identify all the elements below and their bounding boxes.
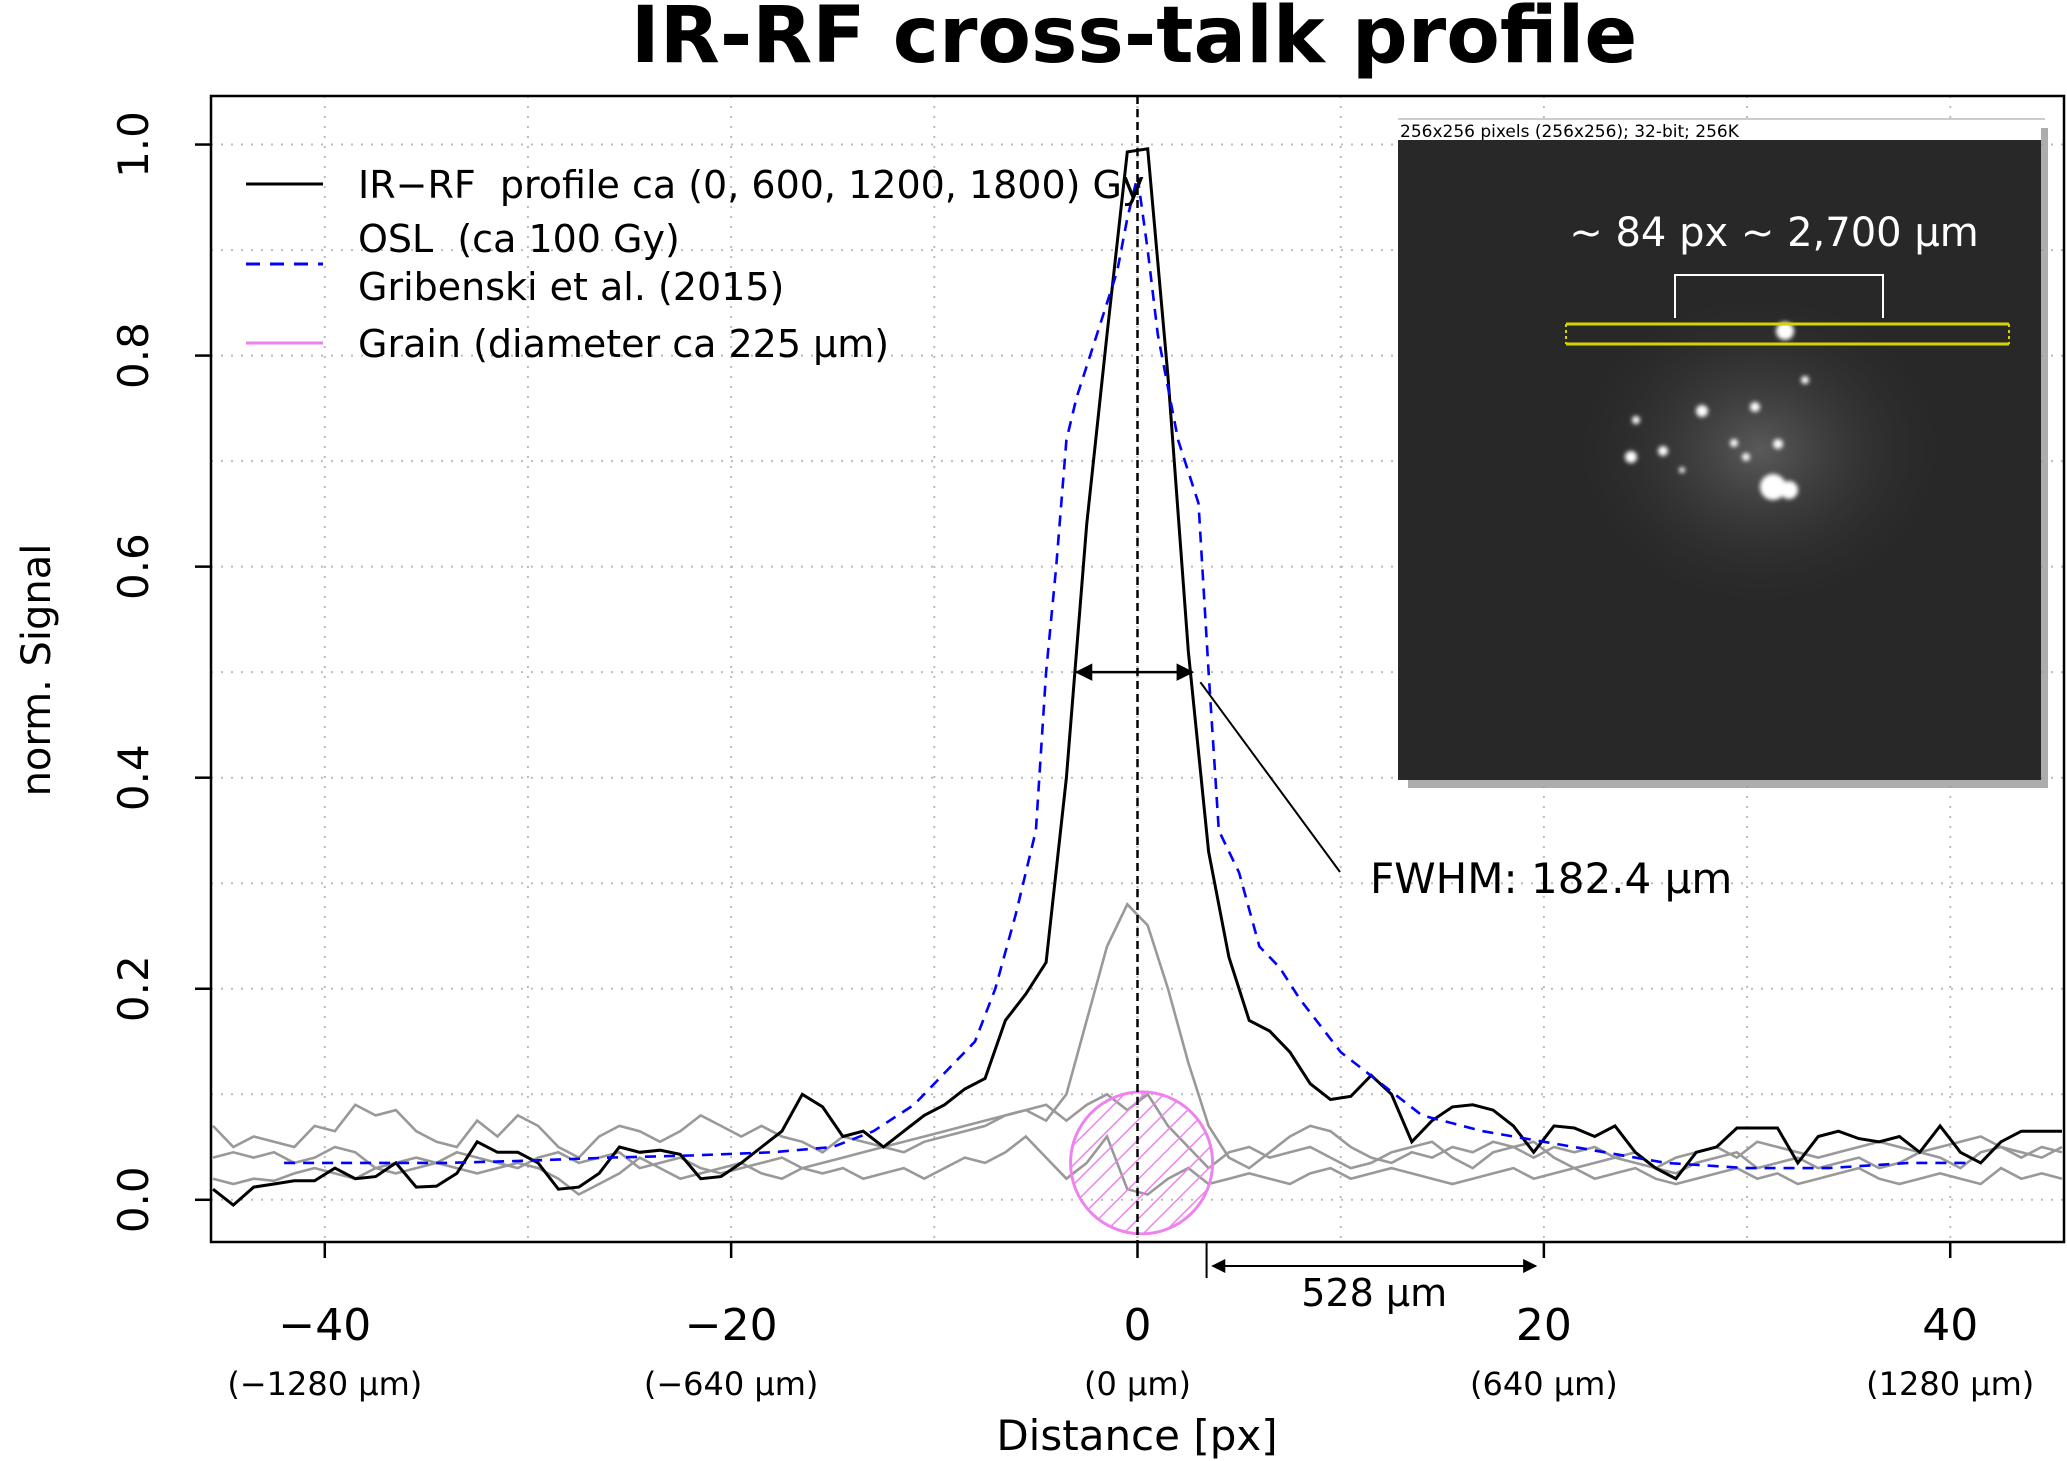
x-tick-sublabel: (−1280 μm) xyxy=(227,1365,422,1403)
fwhm-label: FWHM: 182.4 μm xyxy=(1370,854,1732,903)
x-tick-sublabel: (−640 μm) xyxy=(644,1365,819,1403)
annotations: FWHM: 182.4 μm 528 μm xyxy=(1074,96,1732,1315)
grain-spot xyxy=(1696,405,1708,417)
y-tick-label: 0.2 xyxy=(109,955,158,1022)
legend-label-irrf: IR−RF profile ca (0, 600, 1200, 1800) Gy xyxy=(358,163,1145,207)
x-tick-label: 20 xyxy=(1516,1300,1572,1351)
inset-image: 256x256 pixels (256x256); 32-bit; 256K ~… xyxy=(1398,118,2048,788)
grain-spot xyxy=(1760,474,1786,500)
series-line-irrf-2 xyxy=(212,902,2063,1170)
grain-spot xyxy=(1801,376,1809,384)
y-tick-label: 1.0 xyxy=(109,111,158,178)
grain-spot xyxy=(1632,416,1640,424)
inset-header-bar xyxy=(1398,118,2041,140)
roi-selection xyxy=(1565,322,2010,346)
x-tick-label: −20 xyxy=(685,1300,778,1351)
x-tick-sublabel: (0 μm) xyxy=(1084,1365,1191,1403)
grain-spot xyxy=(1742,453,1750,461)
grain-spot xyxy=(1780,481,1798,499)
y-tick-label: 0.4 xyxy=(109,744,158,811)
grain-circle xyxy=(1069,1090,1215,1236)
legend-label-osl-ref: Gribenski et al. (2015) xyxy=(358,265,784,309)
axes: −40 (−1280 μm) −20 (−640 μm) 0 (0 μm) 20 (640 μ… xyxy=(109,111,2034,1403)
grain-spot xyxy=(1750,402,1760,412)
y-axis-label: norm. Signal xyxy=(14,544,60,797)
grain-spot xyxy=(1730,439,1738,447)
y-tick-label: 0.6 xyxy=(109,533,158,600)
x-tick-label: 0 xyxy=(1124,1300,1152,1351)
grain-spot xyxy=(1658,446,1668,456)
distance-label: 528 μm xyxy=(1301,1271,1447,1315)
chart-title: IR-RF cross-talk profile xyxy=(631,0,1638,81)
x-tick-sublabel: (640 μm) xyxy=(1470,1365,1618,1403)
legend: IR−RF profile ca (0, 600, 1200, 1800) Gy… xyxy=(246,163,1145,366)
grain-spot xyxy=(1776,322,1794,340)
inset-measure-label: ~ 84 px ~ 2,700 μm xyxy=(1569,210,1979,256)
legend-label-osl: OSL (ca 100 Gy) xyxy=(358,217,680,261)
x-tick-sublabel: (1280 μm) xyxy=(1866,1365,2034,1403)
x-tick-label: 40 xyxy=(1922,1300,1978,1351)
y-tick-label: 0.0 xyxy=(109,1166,158,1233)
series-line-osl xyxy=(284,175,1971,1170)
luminescent-grains xyxy=(1625,322,1809,500)
grain-spot xyxy=(1679,467,1685,473)
x-axis-label: Distance [px] xyxy=(996,1411,1277,1460)
inset-bracket xyxy=(1674,274,1884,318)
fwhm-leader-line xyxy=(1199,681,1341,873)
grain-spot xyxy=(1625,451,1637,463)
inset-header: 256x256 pixels (256x256); 32-bit; 256K xyxy=(1400,122,1740,142)
y-tick-label: 0.8 xyxy=(109,322,158,389)
legend-label-grain: Grain (diameter ca 225 μm) xyxy=(358,322,889,366)
x-tick-label: −40 xyxy=(278,1300,371,1351)
grain-spot xyxy=(1773,439,1783,449)
